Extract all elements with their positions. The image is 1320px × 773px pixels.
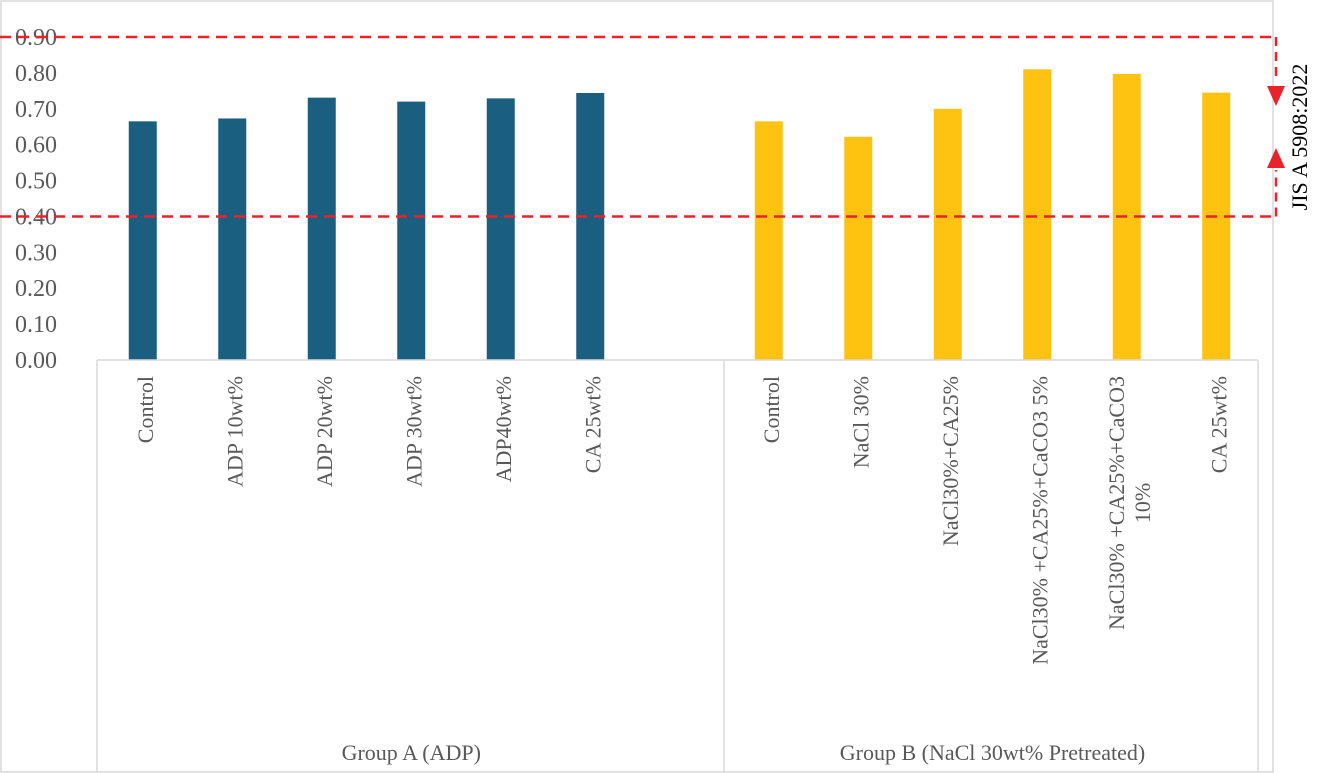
bar <box>844 136 873 360</box>
category-axis: Control ADP 10wt% ADP 20wt% ADP 30wt% ADP40w… <box>96 359 1259 772</box>
bar <box>754 121 783 360</box>
category-label: NaCl30%+CA25% <box>938 376 963 546</box>
category-label-line: ADP 30wt% <box>401 376 426 487</box>
group-label: Group B (NaCl 30wt% Pretreated) <box>840 740 1145 765</box>
category-label-line: NaCl30%+CA25% <box>938 376 963 546</box>
bar <box>307 97 336 360</box>
group-label: Group A (ADP) <box>342 740 481 765</box>
category-label: ADP 20wt% <box>312 376 337 487</box>
category-label-line: Control <box>133 376 158 443</box>
y-tick-label: 0.50 <box>15 169 57 195</box>
y-axis-tick-labels: 0.000.100.200.300.400.500.600.700.800.90 <box>15 25 57 374</box>
category-label: NaCl 30% <box>848 376 873 468</box>
category-label: CA 25wt% <box>580 376 605 473</box>
category-label-line: NaCl30% +CA25%+CaCO3 <box>1104 376 1129 630</box>
bar <box>486 98 515 361</box>
category-label-line: 10% <box>1130 483 1155 523</box>
down-arrow <box>1267 86 1285 106</box>
category-label-line: CA 25wt% <box>1206 376 1231 473</box>
category-label: ADP 30wt% <box>401 376 426 487</box>
y-tick-label: 0.30 <box>15 240 57 266</box>
chart-frame <box>0 0 1274 773</box>
category-label: NaCl30% +CA25%+CaCO310% <box>1104 376 1155 630</box>
category-label: CA 25wt% <box>1206 376 1231 473</box>
category-label-line: Control <box>759 376 784 443</box>
bar <box>576 92 605 360</box>
category-label: NaCl30% +CA25%+CaCO3 5% <box>1027 376 1052 665</box>
bar <box>128 121 157 360</box>
y-tick-label: 0.70 <box>15 97 57 123</box>
category-label-line: ADP 10wt% <box>222 376 247 487</box>
bar <box>218 118 247 361</box>
reference-lines <box>0 35 1276 218</box>
standard-label: JIS A 5908:2022 <box>1287 64 1312 211</box>
category-label-line: CA 25wt% <box>580 376 605 473</box>
category-label: ADP 10wt% <box>222 376 247 487</box>
y-tick-label: 0.60 <box>15 133 57 159</box>
category-label: Control <box>759 376 784 443</box>
bar <box>1023 69 1052 361</box>
bar <box>397 101 426 360</box>
bar <box>1202 92 1231 360</box>
category-label-line: NaCl30% +CA25%+CaCO3 5% <box>1027 376 1052 665</box>
category-label-line: ADP40wt% <box>491 376 516 482</box>
up-arrow <box>1267 148 1285 168</box>
standard-annotation: JIS A 5908:2022 <box>1267 37 1312 217</box>
y-tick-label: 0.00 <box>15 348 57 374</box>
y-tick-label: 0.20 <box>15 276 57 302</box>
bars-layer <box>128 69 1231 361</box>
category-label-line: ADP 20wt% <box>312 376 337 487</box>
y-tick-label: 0.80 <box>15 61 57 87</box>
category-label-line: NaCl 30% <box>848 376 873 468</box>
category-label: Control <box>133 376 158 443</box>
y-tick-label: 0.10 <box>15 312 57 338</box>
bar <box>933 108 962 361</box>
category-label: ADP40wt% <box>491 376 516 482</box>
